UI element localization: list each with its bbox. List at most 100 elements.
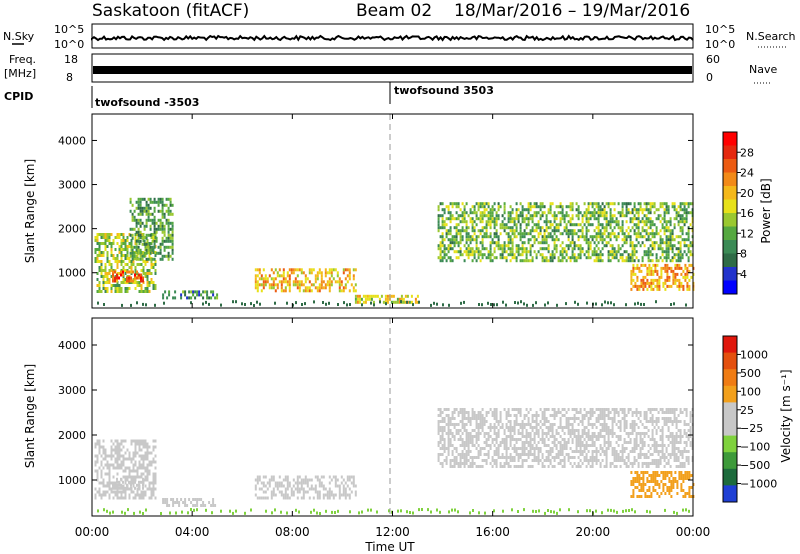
- range-gate-cell: [114, 460, 117, 464]
- range-gate-cell: [597, 232, 600, 236]
- range-gate-cell: [152, 448, 155, 452]
- range-gate-cell: [112, 276, 114, 280]
- range-gate-cell: [161, 206, 164, 210]
- range-gate-cell: [116, 466, 119, 470]
- range-gate-cell: [683, 205, 686, 209]
- range-gate-cell: [623, 438, 626, 441]
- range-gate-cell: [475, 438, 478, 441]
- range-gate-cell: [473, 253, 476, 257]
- range-gate-cell: [545, 408, 548, 411]
- range-gate-cell: [320, 274, 323, 278]
- range-gate-cell: [603, 429, 606, 432]
- range-gate-cell: [495, 459, 498, 462]
- range-gate-cell: [469, 456, 472, 459]
- range-gate-cell: [545, 220, 548, 224]
- range-gate-cell: [364, 297, 367, 301]
- range-gate-cell: [671, 259, 674, 263]
- range-gate-cell: [142, 477, 144, 481]
- range-gate-cell: [667, 426, 670, 429]
- range-gate-cell: [640, 281, 643, 285]
- range-gate-cell: [660, 492, 663, 495]
- range-gate-cell: [611, 408, 614, 411]
- range-gate-cell: [499, 411, 502, 414]
- range-gate-cell: [640, 263, 643, 267]
- range-gate-cell: [651, 220, 654, 224]
- freq-label: Freq.: [9, 53, 36, 66]
- range-gate-cell: [583, 253, 586, 257]
- range-gate-cell: [445, 456, 448, 459]
- range-gate-cell: [318, 484, 321, 488]
- range-gate-cell: [597, 205, 600, 209]
- range-gate-cell: [350, 490, 353, 494]
- range-gate-cell: [449, 429, 452, 432]
- range-gate-cell: [174, 501, 177, 504]
- range-gate-cell: [678, 278, 681, 282]
- range-gate-cell: [136, 439, 139, 443]
- range-gate-cell: [475, 217, 478, 221]
- range-gate-cell: [134, 266, 137, 269]
- range-gate-cell: [515, 235, 518, 239]
- range-gate-cell: [280, 493, 283, 497]
- range-gate-cell: [190, 296, 193, 300]
- range-gate-cell: [98, 439, 101, 443]
- range-gate-cell: [145, 200, 148, 204]
- range-gate-cell: [499, 244, 502, 248]
- range-gate-cell: [138, 454, 141, 458]
- range-gate-cell: [463, 462, 466, 465]
- range-gate-cell: [509, 247, 512, 251]
- range-gate-cell: [152, 457, 155, 461]
- scatter-cell: [493, 303, 495, 307]
- range-gate-cell: [503, 432, 506, 435]
- range-gate-cell: [274, 493, 277, 497]
- range-gate-cell: [683, 450, 686, 453]
- range-gate-cell: [583, 426, 586, 429]
- range-gate-cell: [116, 290, 119, 293]
- range-gate-cell: [661, 411, 664, 414]
- range-gate-cell: [571, 235, 574, 239]
- range-gate-cell: [137, 206, 140, 210]
- range-gate-cell: [640, 269, 643, 273]
- range-gate-cell: [609, 226, 612, 230]
- range-gate-cell: [163, 227, 166, 231]
- range-gate-cell: [617, 220, 620, 224]
- range-gate-cell: [503, 250, 506, 254]
- range-gate-cell: [643, 441, 646, 444]
- range-gate-cell: [571, 256, 574, 260]
- range-gate-cell: [441, 426, 444, 429]
- range-gate-cell: [316, 274, 319, 278]
- range-gate-cell: [589, 235, 592, 239]
- range-gate-cell: [539, 202, 542, 206]
- range-gate-cell: [547, 456, 550, 459]
- range-gate-cell: [651, 232, 654, 236]
- range-gate-cell: [114, 439, 117, 443]
- range-gate-cell: [635, 208, 638, 212]
- range-gate-cell: [278, 481, 281, 485]
- range-gate-cell: [296, 487, 299, 491]
- range-gate-cell: [577, 462, 580, 465]
- range-gate-cell: [571, 423, 574, 426]
- range-gate-cell: [613, 408, 616, 411]
- range-gate-cell: [609, 244, 612, 248]
- range-gate-cell: [157, 218, 160, 222]
- range-gate-cell: [288, 484, 291, 488]
- range-gate-cell: [489, 253, 492, 257]
- range-gate-cell: [531, 220, 534, 224]
- range-gate-cell: [537, 423, 540, 426]
- range-gate-cell: [521, 453, 524, 456]
- range-gate-cell: [565, 229, 568, 233]
- range-gate-cell: [607, 250, 610, 254]
- range-gate-cell: [657, 247, 660, 251]
- range-gate-cell: [675, 259, 678, 263]
- range-gate-cell: [605, 241, 608, 245]
- range-gate-cell: [150, 493, 153, 497]
- range-gate-cell: [150, 263, 153, 266]
- freq-tick-top: 18: [64, 53, 78, 66]
- range-gate-cell: [98, 442, 101, 446]
- range-gate-cell: [639, 202, 642, 206]
- range-gate-cell: [651, 435, 654, 438]
- range-gate-cell: [493, 414, 496, 417]
- range-gate-cell: [537, 414, 540, 417]
- range-gate-cell: [118, 483, 120, 487]
- range-gate-cell: [519, 211, 522, 215]
- range-gate-cell: [593, 217, 596, 221]
